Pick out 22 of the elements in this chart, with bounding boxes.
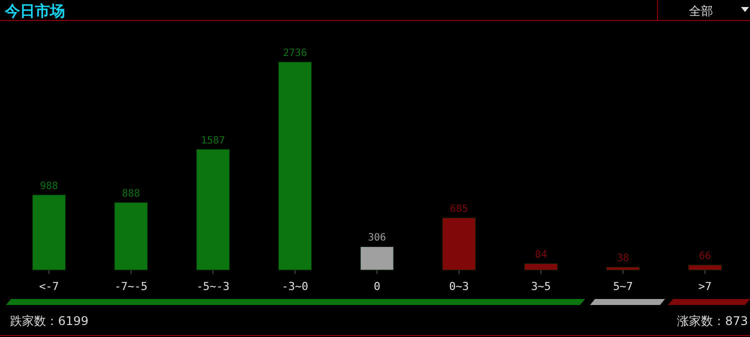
data-label: 2736 [282, 48, 308, 59]
data-label: 685 [450, 204, 468, 215]
x-tick-label: <-7 [39, 280, 59, 293]
x-tick-label: >7 [698, 280, 712, 293]
title: 今日市场 [5, 2, 65, 20]
x-tick-label: 3~5 [531, 280, 551, 293]
x-tick-label: 5~7 [613, 280, 633, 293]
data-label: 66 [698, 250, 712, 262]
data-label: 1587 [200, 135, 226, 146]
x-tick-label: -3~0 [282, 280, 308, 293]
x-tick-label: 0 [374, 280, 380, 293]
annotation: 涨家数：873 [677, 314, 748, 328]
data-label: 84 [534, 250, 548, 261]
annotation: 全部 [689, 4, 713, 18]
x-tick-label: 0~3 [449, 280, 469, 293]
data-label: 306 [368, 232, 386, 244]
x-tick-label: -7~-5 [114, 280, 148, 293]
data-label: 888 [122, 188, 140, 200]
data-label: 988 [40, 180, 58, 192]
x-tick-label: -5~-3 [196, 280, 230, 293]
data-label: 38 [616, 253, 630, 264]
annotation: 跌家数：6199 [10, 314, 89, 328]
